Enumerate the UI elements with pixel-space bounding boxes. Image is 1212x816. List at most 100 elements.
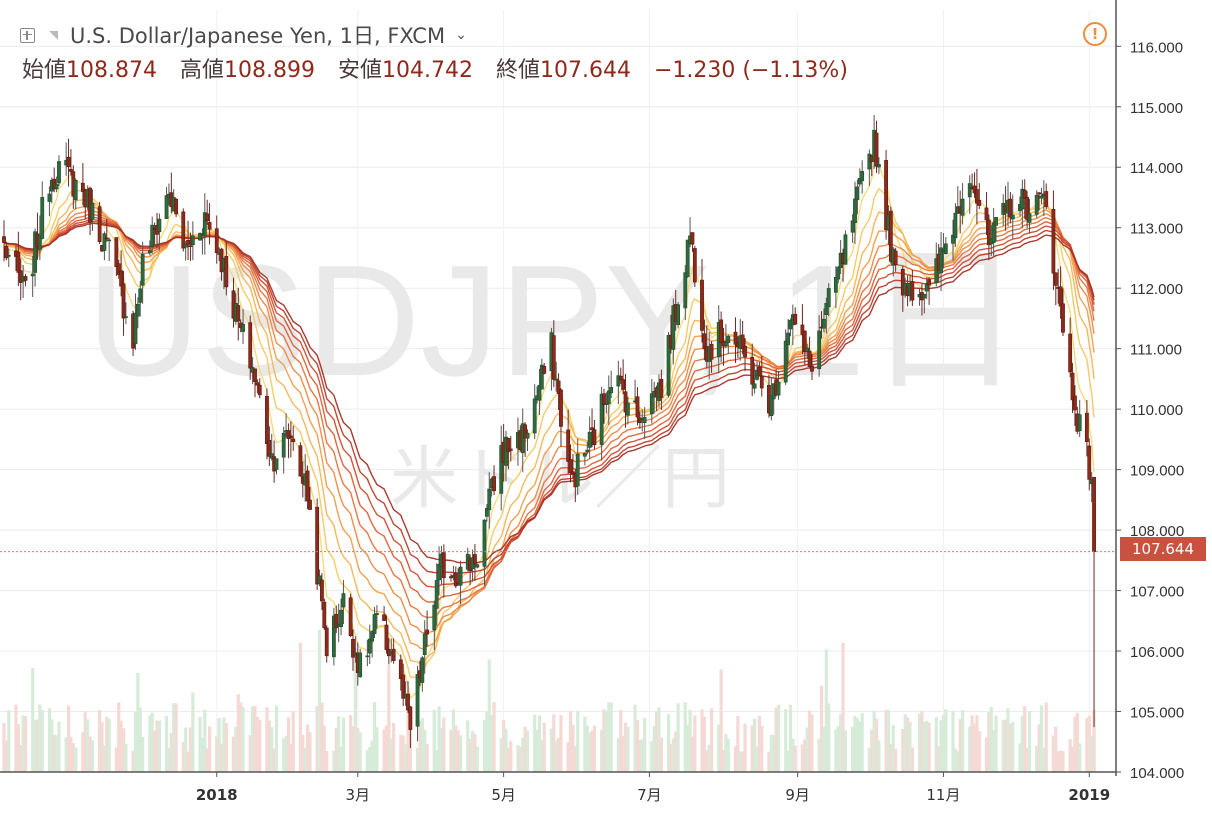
candle-body xyxy=(190,235,195,246)
candle-body xyxy=(508,448,513,451)
volume-bar xyxy=(643,718,647,772)
volume-bar xyxy=(968,726,972,772)
candle-body xyxy=(157,218,162,233)
candle-body xyxy=(649,393,654,415)
chevron-down-icon[interactable]: ⌄ xyxy=(455,27,467,43)
candle-body xyxy=(977,199,982,206)
candle-body xyxy=(857,178,862,185)
candle-body xyxy=(805,347,810,352)
volume-bar xyxy=(415,747,420,772)
volume-bar xyxy=(700,709,704,772)
candle-body xyxy=(119,270,124,287)
volume-bar xyxy=(437,706,441,772)
volume-bar xyxy=(521,737,525,772)
volume-bar xyxy=(473,733,477,772)
candle-body xyxy=(602,393,606,405)
volume-bar xyxy=(353,648,357,772)
candle-body xyxy=(637,417,642,424)
volume-bar xyxy=(341,717,346,772)
volume-bar xyxy=(38,704,42,772)
time-tick-label: 9月 xyxy=(785,786,810,804)
candle-body xyxy=(286,430,291,439)
volume-bar xyxy=(241,706,245,772)
volume-bar xyxy=(504,728,508,772)
time-tick-label: 2019 xyxy=(1068,786,1110,804)
volume-bar xyxy=(219,743,224,772)
volume-bar xyxy=(518,747,522,772)
volume-bar xyxy=(1037,724,1041,772)
volume-bar xyxy=(50,719,54,772)
volume-bar xyxy=(382,729,386,772)
volume-bar xyxy=(31,668,35,772)
candle-body xyxy=(786,332,790,346)
volume-bar xyxy=(222,717,226,772)
candle-body xyxy=(853,198,857,224)
warning-icon[interactable]: ! xyxy=(1083,22,1107,46)
volume-bar xyxy=(19,745,23,772)
volume-bar xyxy=(234,726,238,772)
volume-bar xyxy=(834,729,838,772)
volume-bar xyxy=(86,719,90,772)
volume-bar xyxy=(258,719,262,772)
add-symbol-icon[interactable] xyxy=(20,27,35,43)
candle-body xyxy=(556,380,561,394)
candle-body xyxy=(1051,208,1056,274)
volume-bar xyxy=(958,719,962,772)
volume-bar xyxy=(303,748,307,772)
candle-body xyxy=(339,609,343,627)
volume-bar xyxy=(451,709,456,772)
volume-bar xyxy=(786,750,790,772)
candle-body xyxy=(305,470,310,502)
price-tick-label: 116.000 xyxy=(1130,39,1183,56)
volume-bar xyxy=(274,705,279,772)
volume-bar xyxy=(368,747,372,772)
candle-body xyxy=(269,453,274,459)
volume-bar xyxy=(755,746,759,772)
volume-bar xyxy=(1004,719,1008,772)
volume-bar xyxy=(1044,702,1048,772)
volume-bar xyxy=(573,746,577,772)
volume-bar xyxy=(435,750,439,772)
candle-body xyxy=(606,390,611,405)
high-value: 108.899 xyxy=(224,58,315,83)
candle-body xyxy=(47,193,52,202)
candle-body xyxy=(539,364,544,390)
candle-body xyxy=(135,303,140,317)
volume-bar xyxy=(119,720,123,772)
volume-bar xyxy=(325,751,329,772)
symbol-title[interactable]: U.S. Dollar/Japanese Yen, 1日, FXCM xyxy=(70,24,446,48)
volume-bar xyxy=(1042,747,1046,772)
time-axis[interactable]: 2018 3月 5月 7月 9月 11月 2019 xyxy=(0,771,1116,804)
volume-bar xyxy=(2,723,6,772)
volume-bar xyxy=(855,718,859,772)
volume-bar xyxy=(891,725,895,772)
candle-body xyxy=(16,251,21,273)
candle-body xyxy=(599,393,604,445)
candle-body xyxy=(1025,196,1030,220)
volume-bar xyxy=(760,725,764,772)
volume-bar xyxy=(133,711,138,772)
candle-body xyxy=(121,283,126,319)
volume-bar xyxy=(231,736,236,772)
candle-body xyxy=(685,239,690,277)
price-tick-label: 111.000 xyxy=(1130,342,1182,359)
volume-bar xyxy=(556,737,561,772)
volume-bar xyxy=(607,702,611,772)
candle-body xyxy=(104,237,109,240)
volume-bar xyxy=(975,715,979,772)
price-axis[interactable]: 104.000 105.000 106.000 107.000 108.000 109.0… xyxy=(1115,0,1184,782)
volume-bar xyxy=(475,746,479,772)
volume-bar xyxy=(90,740,95,772)
volume-bar xyxy=(736,715,740,772)
volume-bar xyxy=(953,748,958,772)
candle-body xyxy=(910,281,915,301)
candle-body xyxy=(924,283,929,292)
volume-bar xyxy=(289,743,293,772)
volume-bar xyxy=(33,720,37,772)
candle-body xyxy=(532,398,537,434)
candle-body xyxy=(836,266,841,280)
volume-bar xyxy=(1070,746,1075,772)
volume-bar xyxy=(590,730,594,772)
candle-body xyxy=(986,219,991,246)
volume-bar xyxy=(602,709,606,772)
